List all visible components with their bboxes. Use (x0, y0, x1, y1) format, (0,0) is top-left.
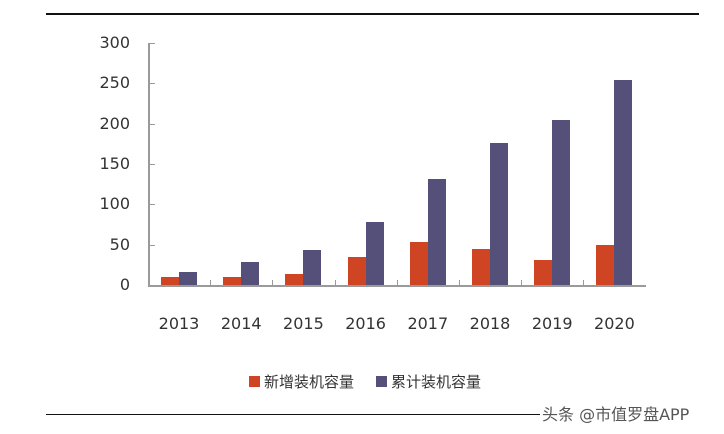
bar-cumulative-capacity (552, 120, 571, 285)
x-tick-label: 2020 (594, 314, 635, 333)
y-axis (148, 43, 150, 286)
bar-cumulative-capacity (365, 222, 384, 285)
legend-item-cumulative: 累计装机容量 (376, 371, 481, 392)
y-tick (150, 204, 155, 206)
y-tick (150, 123, 155, 125)
bar-cumulative-capacity (614, 80, 633, 285)
bar-new-capacity (409, 242, 428, 285)
bar-new-capacity (285, 273, 304, 285)
bar-new-capacity (596, 245, 615, 285)
legend-label-new: 新增装机容量 (264, 373, 355, 391)
legend: 新增装机容量 累计装机容量 (249, 371, 503, 392)
y-tick-label: 0 (119, 275, 130, 294)
y-tick (150, 164, 155, 165)
x-axis (148, 285, 646, 287)
y-tick (150, 83, 155, 85)
x-tick (396, 280, 398, 285)
bar-new-capacity (223, 276, 242, 285)
x-tick-label: 2016 (345, 314, 386, 333)
x-tick-label: 2018 (469, 314, 511, 333)
y-tick-label: 150 (99, 154, 130, 173)
x-tick (210, 280, 212, 285)
y-tick-label: 200 (99, 113, 130, 133)
y-tick-label: 300 (99, 33, 130, 52)
bar-cumulative-capacity (490, 143, 508, 285)
x-tick (583, 280, 585, 285)
bar-cumulative-capacity (241, 262, 260, 285)
x-tick (459, 280, 460, 285)
bar-new-capacity (534, 259, 553, 285)
legend-item-new: 新增装机容量 (249, 371, 354, 392)
x-tick (334, 280, 336, 285)
bottom-rule (46, 414, 556, 415)
x-tick-label: 2019 (531, 314, 573, 333)
bar-new-capacity (472, 248, 490, 285)
legend-label-cumulative: 累计装机容量 (391, 373, 482, 391)
bar-new-capacity (161, 276, 179, 285)
x-tick-label: 2014 (220, 314, 262, 333)
watermark: 头条 @市值罗盘APP (540, 401, 692, 425)
bar-new-capacity (347, 256, 366, 285)
y-tick (150, 285, 155, 286)
y-tick (150, 43, 155, 44)
y-tick-label: 50 (109, 234, 130, 254)
x-tick (521, 280, 523, 285)
y-tick-label: 250 (99, 73, 130, 93)
y-tick-label: 100 (99, 194, 130, 214)
bar-cumulative-capacity (303, 250, 322, 285)
bar-cumulative-capacity (427, 179, 446, 285)
bar-cumulative-capacity (179, 272, 197, 285)
x-tick-label: 2013 (158, 314, 200, 333)
x-tick-label: 2017 (407, 314, 449, 333)
y-tick (150, 244, 155, 246)
x-tick (272, 280, 274, 285)
top-rule (46, 13, 699, 15)
legend-swatch-cumulative (376, 376, 388, 387)
legend-swatch-new (249, 376, 260, 387)
x-tick-label: 2015 (283, 314, 324, 333)
